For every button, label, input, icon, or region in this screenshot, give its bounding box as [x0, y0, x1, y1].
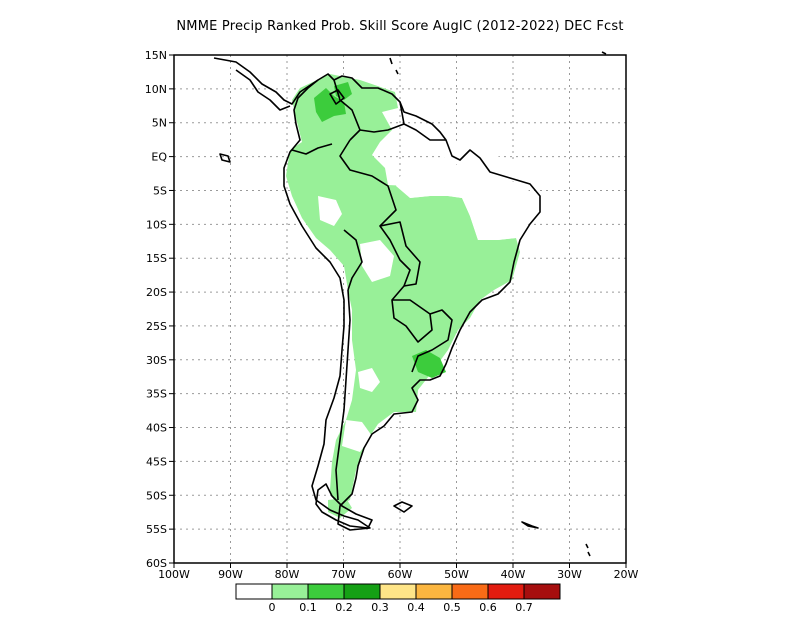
border-ecuador-peru: [291, 143, 333, 155]
colorbar-label: 0.5: [443, 601, 461, 614]
latitude-axis: 15N 10N 5N EQ 5S 10S 15S 20S 25S 30S 35S 40S 45S 50S 5…: [145, 49, 174, 570]
longitude-axis: 100W 90W 80W 70W 60W 50W 40W 30W 20W: [158, 563, 639, 581]
skill-region-mid-colombia: [314, 88, 346, 122]
lat-tick-label: 5N: [152, 117, 167, 130]
lat-tick-label: 40S: [146, 422, 167, 435]
border-brazil-north: [359, 123, 405, 133]
colorbar-label: 0: [269, 601, 276, 614]
skill-hole-peru: [318, 196, 342, 226]
lon-tick-label: 50W: [444, 568, 469, 581]
skill-region-light-north: [286, 74, 520, 506]
colorbar-swatch: [271, 583, 309, 600]
colorbar-label: 0.7: [515, 601, 533, 614]
colorbar-swatch: [379, 583, 417, 600]
lat-tick-label: 45S: [146, 455, 167, 468]
lat-tick-label: 35S: [146, 388, 167, 401]
south-sandwich: [585, 543, 591, 557]
skill-hole-argentina: [358, 368, 380, 392]
border-guianas: [399, 101, 446, 141]
lat-tick-label: 20S: [146, 286, 167, 299]
colorbar-swatch: [487, 583, 525, 600]
colorbar-swatch: [451, 583, 489, 600]
south-georgia: [521, 521, 539, 529]
tierra-del-fuego: [315, 483, 373, 529]
lon-tick-label: 40W: [501, 568, 526, 581]
caribbean-islands: [389, 51, 607, 75]
south-america-coast: [283, 73, 541, 531]
skill-hole-amazon: [396, 160, 540, 240]
land-outline: [213, 51, 607, 557]
colorbar-label: 0.4: [407, 601, 425, 614]
skill-shading: [286, 74, 540, 518]
lat-tick-label: 50S: [146, 489, 167, 502]
lat-tick-label: 55S: [146, 523, 167, 536]
colorbar-label: 0.1: [299, 601, 317, 614]
border-brazil-west: [339, 139, 411, 301]
skill-region-mid-uruguay: [412, 350, 446, 378]
lon-tick-label: 80W: [275, 568, 300, 581]
border-brazil-south: [411, 309, 453, 373]
colorbar-swatch: [307, 583, 345, 600]
skill-hole-patagonia: [342, 420, 372, 452]
central-america-pacific: [235, 69, 291, 111]
central-america-coast: [213, 57, 319, 105]
lat-tick-label: 15S: [146, 252, 167, 265]
colorbar-label: 0.6: [479, 601, 497, 614]
border-chile-argentina: [335, 289, 351, 501]
falkland-islands: [393, 501, 413, 513]
lat-tick-label: 15N: [145, 49, 167, 62]
colorbar: 0 0.1 0.2 0.3 0.4 0.5 0.6 0.7: [235, 583, 561, 614]
lat-tick-label: 5S: [153, 184, 167, 197]
lat-tick-label: 60S: [146, 557, 167, 570]
lat-tick-label: 10N: [145, 83, 167, 96]
lon-tick-label: 60W: [388, 568, 413, 581]
colorbar-label: 0.2: [335, 601, 353, 614]
colorbar-label: 0.3: [371, 601, 389, 614]
lon-tick-label: 70W: [331, 568, 356, 581]
lon-tick-label: 100W: [158, 568, 190, 581]
colorbar-swatch: [343, 583, 381, 600]
skill-hole-east-brazil: [404, 130, 540, 200]
colorbar-swatch: [523, 583, 561, 600]
lon-tick-label: 30W: [557, 568, 582, 581]
border-bolivia-brazil: [379, 221, 421, 287]
lat-tick-label: 30S: [146, 354, 167, 367]
lat-tick-label: EQ: [151, 151, 167, 164]
lon-tick-label: 20W: [614, 568, 639, 581]
lon-tick-label: 90W: [218, 568, 243, 581]
map-title: NMME Precip Ranked Prob. Skill Score Aug…: [176, 19, 624, 34]
border-paraguay: [391, 299, 433, 343]
colorbar-swatch: [415, 583, 453, 600]
galapagos-islands: [219, 153, 231, 163]
border-peru-bolivia: [343, 229, 363, 291]
colorbar-swatch: [235, 583, 273, 600]
lat-tick-label: 10S: [146, 218, 167, 231]
border-colombia-venezuela: [333, 79, 361, 141]
border-lake: [329, 89, 345, 105]
skill-hole-bolivia: [360, 240, 394, 282]
lat-tick-label: 25S: [146, 320, 167, 333]
